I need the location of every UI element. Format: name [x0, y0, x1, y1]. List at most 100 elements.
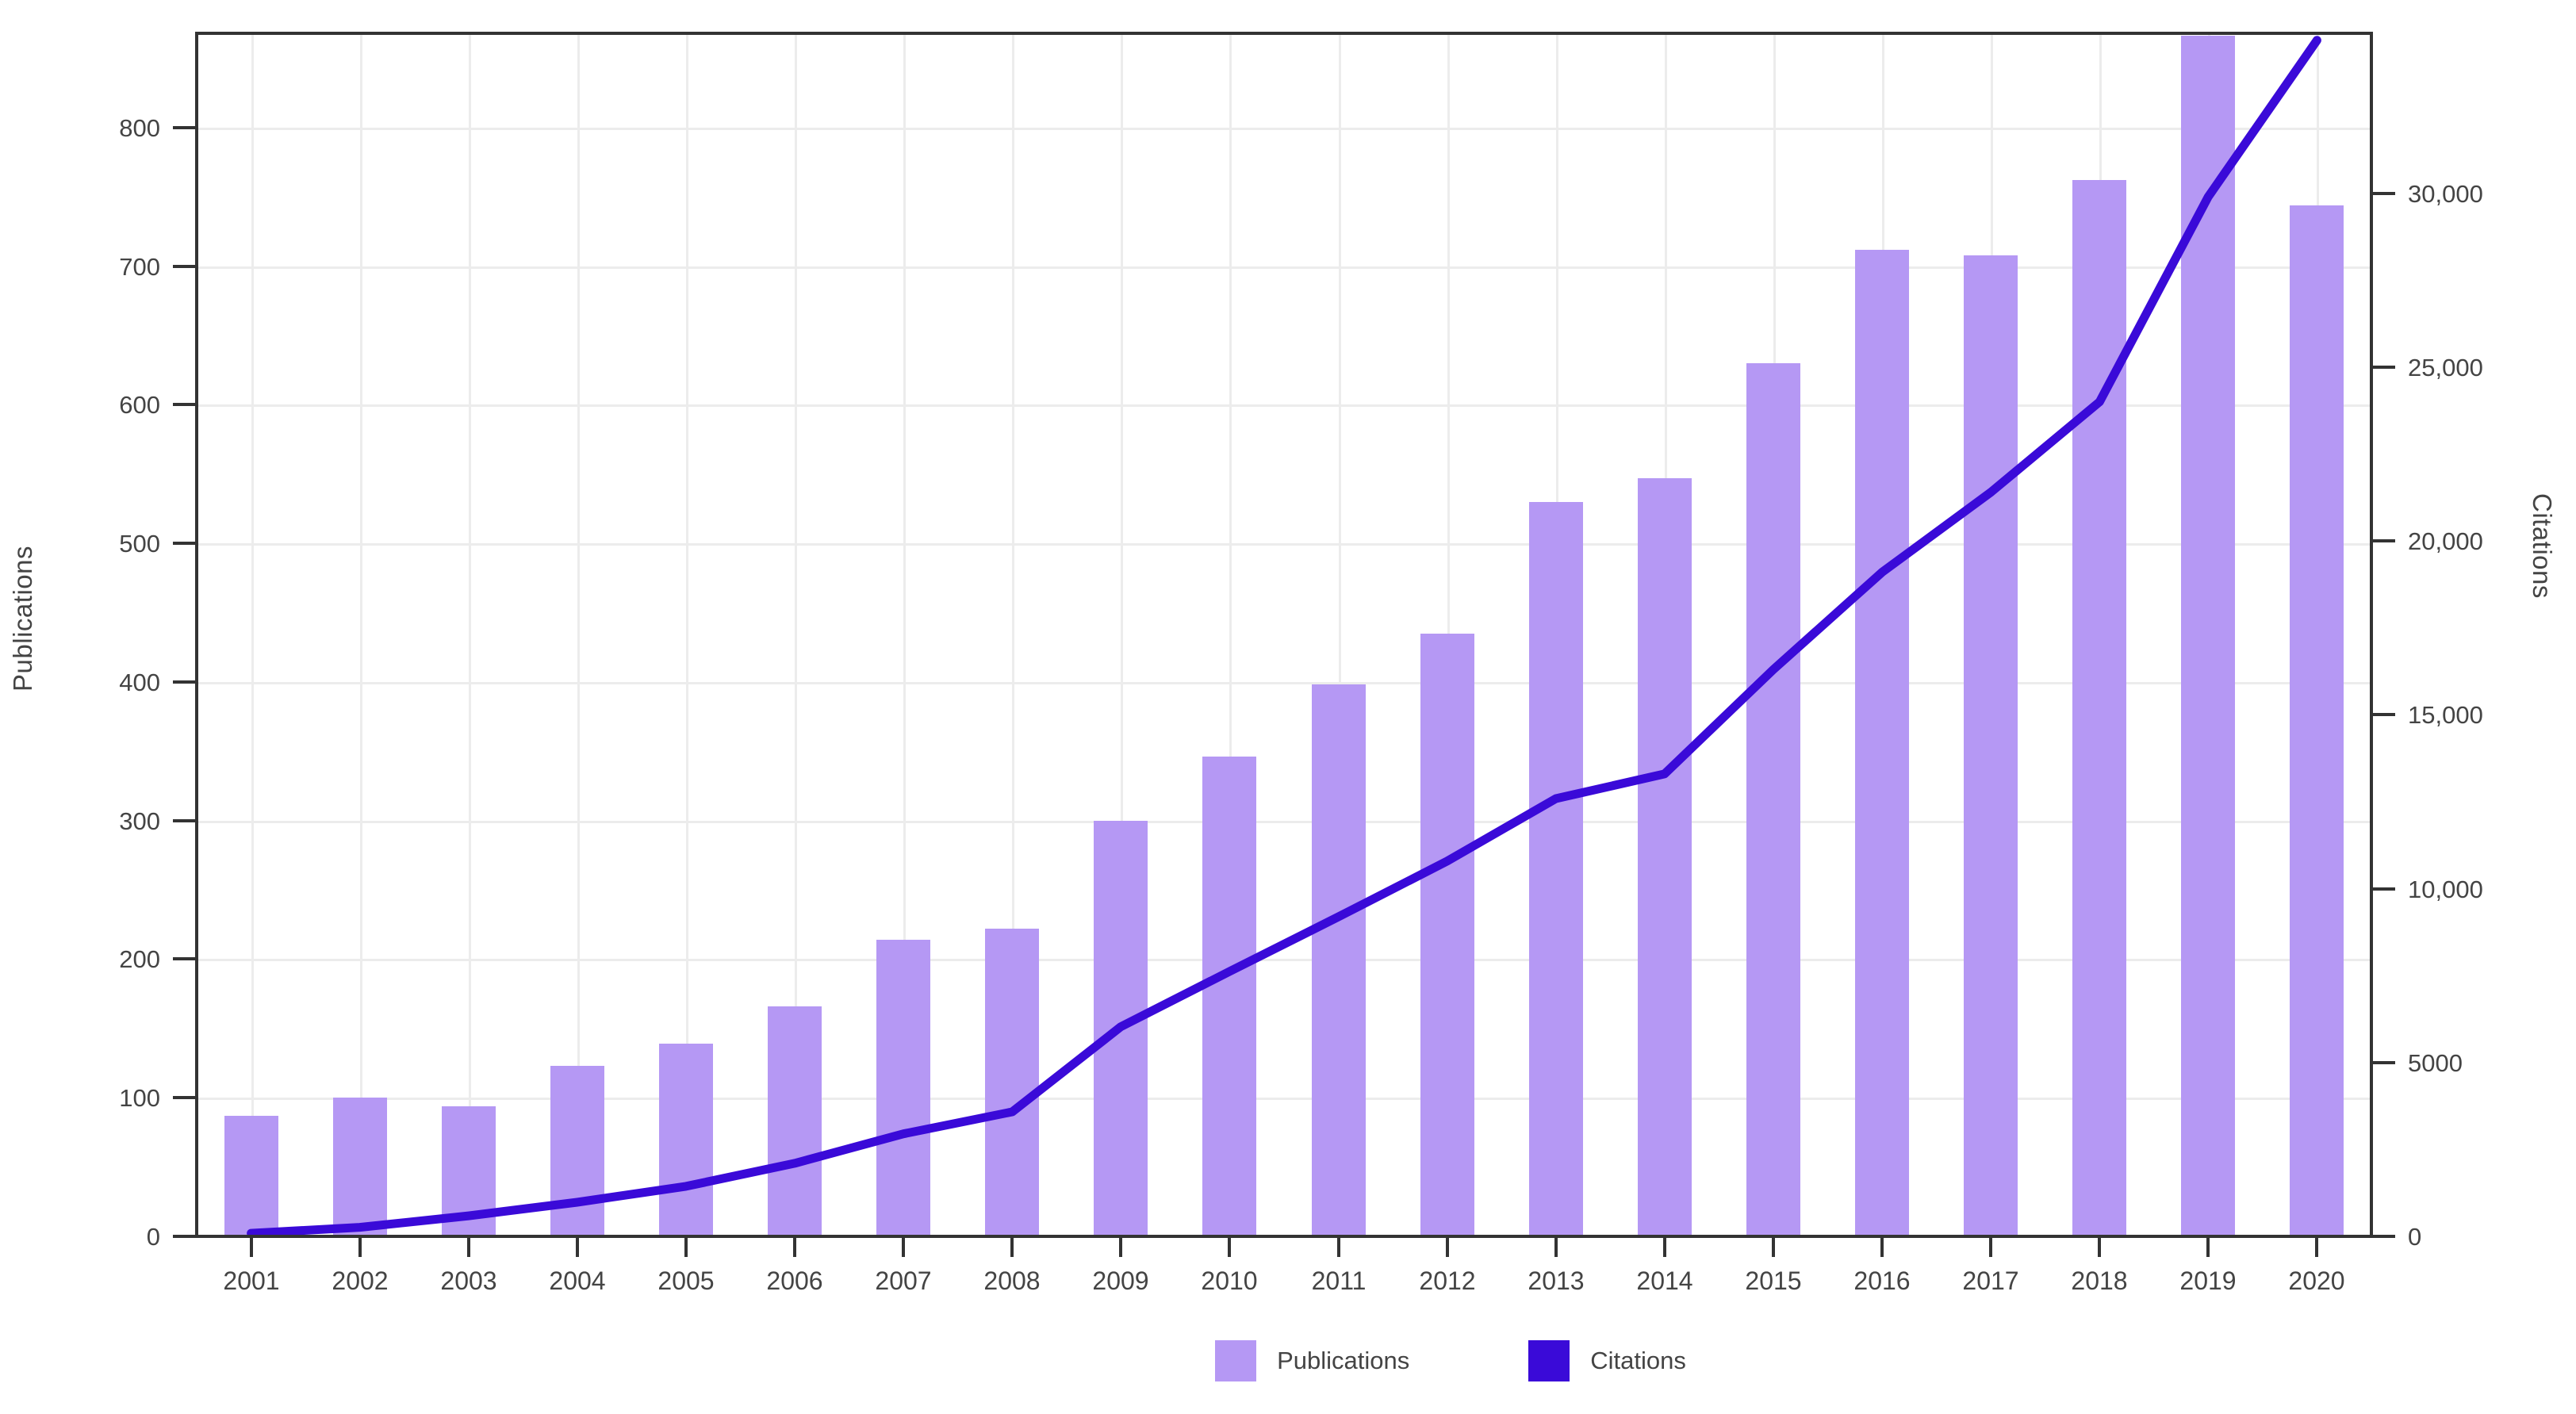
citations-line [247, 36, 2321, 1236]
left-tick-label: 300 [119, 807, 160, 835]
left-tick-mark [173, 1235, 197, 1238]
left-tick-label: 500 [119, 530, 160, 558]
right-tick-label: 30,000 [2408, 180, 2483, 208]
v-gridline [686, 33, 688, 1236]
x-tick-mark [793, 1236, 796, 1257]
x-tick-label: 2004 [549, 1266, 606, 1295]
h-gridline [197, 543, 2371, 546]
x-tick-mark [1989, 1236, 1992, 1257]
right-tick-label: 10,000 [2408, 876, 2483, 903]
left-axis-title: Publications [8, 546, 37, 692]
left-tick-label: 100 [119, 1084, 160, 1112]
right-tick-mark [2371, 539, 2395, 542]
bar-2001 [224, 1116, 278, 1236]
x-tick-label: 2016 [1853, 1266, 1911, 1295]
right-tick-mark [2371, 192, 2395, 195]
x-tick-label: 2018 [2071, 1266, 2128, 1295]
bar-2010 [1202, 757, 1256, 1236]
x-tick-mark [1119, 1236, 1122, 1257]
x-tick-label: 2013 [1528, 1266, 1585, 1295]
x-tick-mark [1772, 1236, 1775, 1257]
x-tick-mark [684, 1236, 688, 1257]
right-axis-title: Citations [2528, 493, 2557, 599]
bar-2007 [876, 940, 930, 1236]
x-tick-mark [1446, 1236, 1449, 1257]
x-tick-mark [467, 1236, 470, 1257]
h-gridline [197, 404, 2371, 407]
right-tick-label: 5000 [2408, 1049, 2463, 1077]
h-gridline [197, 266, 2371, 269]
legend: Publications Citations [163, 1340, 2576, 1381]
bar-2012 [1420, 634, 1474, 1236]
right-tick-mark [2371, 1061, 2395, 1064]
bar-2018 [2072, 180, 2126, 1236]
x-tick-label: 2002 [332, 1266, 389, 1295]
x-tick-mark [358, 1236, 362, 1257]
legend-label-publications: Publications [1277, 1347, 1410, 1374]
x-tick-label: 2019 [2179, 1266, 2237, 1295]
v-gridline [1012, 33, 1014, 1236]
v-gridline [251, 33, 254, 1236]
h-gridline [197, 821, 2371, 823]
bar-2016 [1855, 250, 1909, 1236]
legend-item-publications[interactable]: Publications [1215, 1340, 1409, 1381]
h-gridline [197, 959, 2371, 961]
v-gridline [1229, 33, 1232, 1236]
h-gridline [197, 128, 2371, 130]
v-gridline [577, 33, 580, 1236]
right-tick-mark [2371, 713, 2395, 716]
x-tick-label: 2005 [657, 1266, 715, 1295]
left-tick-label: 200 [119, 945, 160, 973]
v-gridline [1339, 33, 1341, 1236]
bar-2020 [2290, 205, 2344, 1236]
h-gridline [197, 682, 2371, 684]
bar-2006 [768, 1006, 822, 1236]
x-tick-mark [1337, 1236, 1340, 1257]
right-tick-mark [2371, 366, 2395, 369]
x-tick-label: 2008 [983, 1266, 1041, 1295]
x-tick-label: 2010 [1201, 1266, 1258, 1295]
x-tick-label: 2011 [1311, 1266, 1367, 1295]
left-tick-label: 700 [119, 253, 160, 281]
left-tick-label: 400 [119, 669, 160, 696]
right-tick-label: 0 [2408, 1223, 2422, 1251]
left-tick-mark [173, 403, 197, 406]
bar-2008 [985, 929, 1039, 1236]
x-tick-label: 2009 [1092, 1266, 1149, 1295]
left-tick-mark [173, 957, 197, 960]
left-tick-mark [173, 1096, 197, 1099]
left-tick-label: 600 [119, 391, 160, 419]
bar-2015 [1746, 363, 1800, 1236]
h-gridline [197, 1098, 2371, 1100]
left-tick-label: 0 [146, 1223, 160, 1251]
x-tick-label: 2012 [1419, 1266, 1476, 1295]
x-tick-label: 2001 [223, 1266, 280, 1295]
legend-item-citations[interactable]: Citations [1528, 1340, 1686, 1381]
bar-2013 [1529, 502, 1583, 1236]
bar-2002 [333, 1098, 387, 1236]
right-tick-mark [2371, 1235, 2395, 1238]
citations-swatch-icon [1528, 1340, 1570, 1381]
v-gridline [795, 33, 797, 1236]
left-tick-mark [173, 126, 197, 129]
x-tick-mark [902, 1236, 905, 1257]
x-tick-mark [1554, 1236, 1558, 1257]
x-tick-mark [2098, 1236, 2101, 1257]
bar-2017 [1964, 255, 2018, 1236]
citations-polyline [247, 36, 2321, 1236]
legend-label-citations: Citations [1590, 1347, 1686, 1374]
x-tick-mark [1663, 1236, 1666, 1257]
v-gridline [469, 33, 471, 1236]
v-gridline [360, 33, 362, 1236]
bar-2005 [659, 1044, 713, 1236]
x-tick-label: 2007 [875, 1266, 932, 1295]
bar-2011 [1312, 684, 1366, 1236]
publications-swatch-icon [1215, 1340, 1257, 1381]
x-tick-mark [2315, 1236, 2318, 1257]
x-tick-label: 2003 [440, 1266, 497, 1295]
x-tick-mark [250, 1236, 253, 1257]
left-tick-mark [173, 680, 197, 684]
x-tick-mark [1010, 1236, 1014, 1257]
left-tick-mark [173, 542, 197, 545]
